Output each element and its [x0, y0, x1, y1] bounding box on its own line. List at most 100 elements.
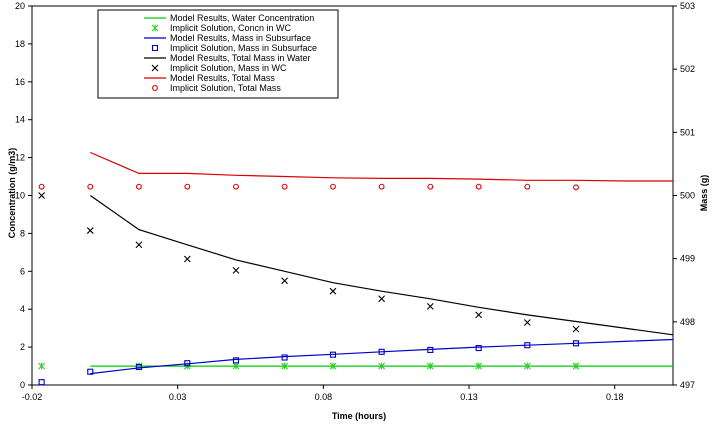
series-implicit-solution-mass-in-wc	[38, 192, 580, 333]
legend-label: Model Results, Total Mass in Water	[170, 53, 311, 63]
data-point	[475, 311, 483, 319]
data-point	[378, 348, 385, 355]
x-tick-label: -0.02	[22, 392, 43, 402]
data-point	[330, 183, 336, 190]
x-tick-label: 0.18	[606, 392, 624, 402]
data-point	[329, 351, 337, 358]
data-point	[38, 379, 45, 386]
data-point	[524, 342, 531, 349]
y-left-tick-label: 8	[20, 228, 25, 238]
x-tick-label: 0.13	[460, 392, 478, 402]
legend-box	[97, 9, 339, 99]
data-point	[87, 368, 94, 375]
x-axis-label: Time (hours)	[332, 411, 386, 421]
series-layer	[38, 151, 674, 386]
legend-label: Implicit Solution, Total Mass	[170, 83, 281, 93]
legend-entry: Implicit Solution, Mass in WC	[151, 63, 287, 73]
y-left-tick-label: 0	[20, 380, 25, 390]
y-right-tick-label: 501	[680, 127, 695, 137]
data-point	[184, 360, 191, 367]
series-model-results-total-mass	[90, 151, 673, 182]
data-point	[426, 362, 434, 370]
y-left-tick-label: 12	[15, 153, 25, 163]
y-left-tick-label: 6	[20, 266, 25, 276]
x-tick-label: 0.03	[169, 392, 187, 402]
legend-label: Model Results, Mass in Subsurface	[170, 33, 311, 43]
data-point	[232, 266, 240, 274]
data-point	[475, 344, 482, 352]
data-point	[523, 319, 531, 326]
data-point	[38, 362, 46, 370]
y-left-tick-label: 16	[15, 77, 25, 87]
data-point	[572, 325, 580, 333]
series-implicit-solution-mass-in-subsurface	[38, 340, 580, 386]
data-point	[378, 362, 386, 370]
legend-label: Implicit Solution, Mass in WC	[170, 63, 287, 73]
y-right-tick-label: 499	[680, 254, 695, 264]
y-axis-right-label: Mass (g)	[699, 175, 709, 212]
legend-swatch	[151, 24, 159, 32]
legend-entry: Model Results, Water Concentration	[144, 13, 314, 23]
legend-label: Model Results, Total Mass	[170, 73, 275, 83]
data-point	[233, 183, 239, 190]
legend-label: Implicit Solution, Mass in Subsurface	[170, 43, 317, 53]
data-point	[281, 183, 288, 190]
data-point	[281, 354, 288, 361]
data-point	[523, 362, 531, 370]
data-point	[329, 287, 337, 295]
legend-entry: Model Results, Total Mass in Water	[144, 53, 311, 63]
y-right-tick-label: 503	[680, 1, 695, 11]
legend-entry: Model Results, Mass in Subsurface	[144, 33, 311, 43]
data-point	[378, 183, 385, 190]
data-point	[135, 363, 142, 371]
legend-swatch	[151, 44, 159, 52]
data-point	[475, 183, 482, 190]
y-left-tick-label: 2	[20, 342, 25, 352]
legend-entry: Implicit Solution, Total Mass	[152, 83, 281, 93]
data-point	[524, 183, 531, 190]
data-point	[86, 227, 94, 234]
y-right-tick-label: 500	[680, 191, 695, 201]
data-point	[281, 362, 289, 370]
y-right-tick-label: 497	[680, 380, 695, 390]
legend-label: Implicit Solution, Concn in WC	[170, 23, 292, 33]
series-implicit-solution-total-mass	[38, 183, 579, 191]
data-point	[572, 340, 580, 347]
legend-entry: Model Results, Total Mass	[144, 73, 275, 83]
legend-entry: Implicit Solution, Mass in Subsurface	[151, 43, 317, 53]
y-axis-left-label: Concentration (g/m3)	[7, 148, 17, 239]
data-point	[232, 357, 240, 364]
legend-label: Model Results, Water Concentration	[170, 13, 314, 23]
y-left-tick-label: 20	[15, 1, 25, 11]
legend-swatch	[151, 64, 159, 72]
data-point	[426, 302, 434, 310]
data-point	[135, 183, 142, 190]
legend-entry: Implicit Solution, Concn in WC	[151, 23, 292, 33]
data-point	[38, 183, 45, 190]
series-line	[90, 151, 673, 182]
data-point	[135, 241, 143, 249]
data-point	[427, 183, 434, 190]
y-left-tick-label: 4	[20, 304, 25, 314]
data-point	[573, 184, 579, 191]
axes: -0.02 0.03 0.08 0.13 0.18 0 2 4 6 8 10 12 14 16 18 20 49…	[15, 1, 695, 402]
data-point	[572, 362, 580, 370]
x-tick-label: 0.08	[315, 392, 333, 402]
data-point	[38, 192, 46, 199]
data-point	[475, 362, 483, 370]
data-point	[183, 255, 191, 263]
series-model-results-total-mass-in-water	[89, 195, 674, 336]
y-right-tick-label: 502	[680, 64, 695, 74]
y-left-tick-label: 14	[15, 115, 25, 125]
y-left-tick-label: 10	[15, 191, 25, 201]
data-point	[378, 295, 386, 303]
series-model-results-mass-in-subsurface	[90, 338, 674, 375]
data-point	[232, 362, 240, 370]
data-point	[281, 277, 289, 285]
data-point	[87, 183, 94, 190]
data-point	[329, 362, 337, 370]
y-right-tick-label: 498	[680, 317, 695, 327]
data-point	[427, 346, 434, 353]
data-point	[184, 183, 191, 190]
